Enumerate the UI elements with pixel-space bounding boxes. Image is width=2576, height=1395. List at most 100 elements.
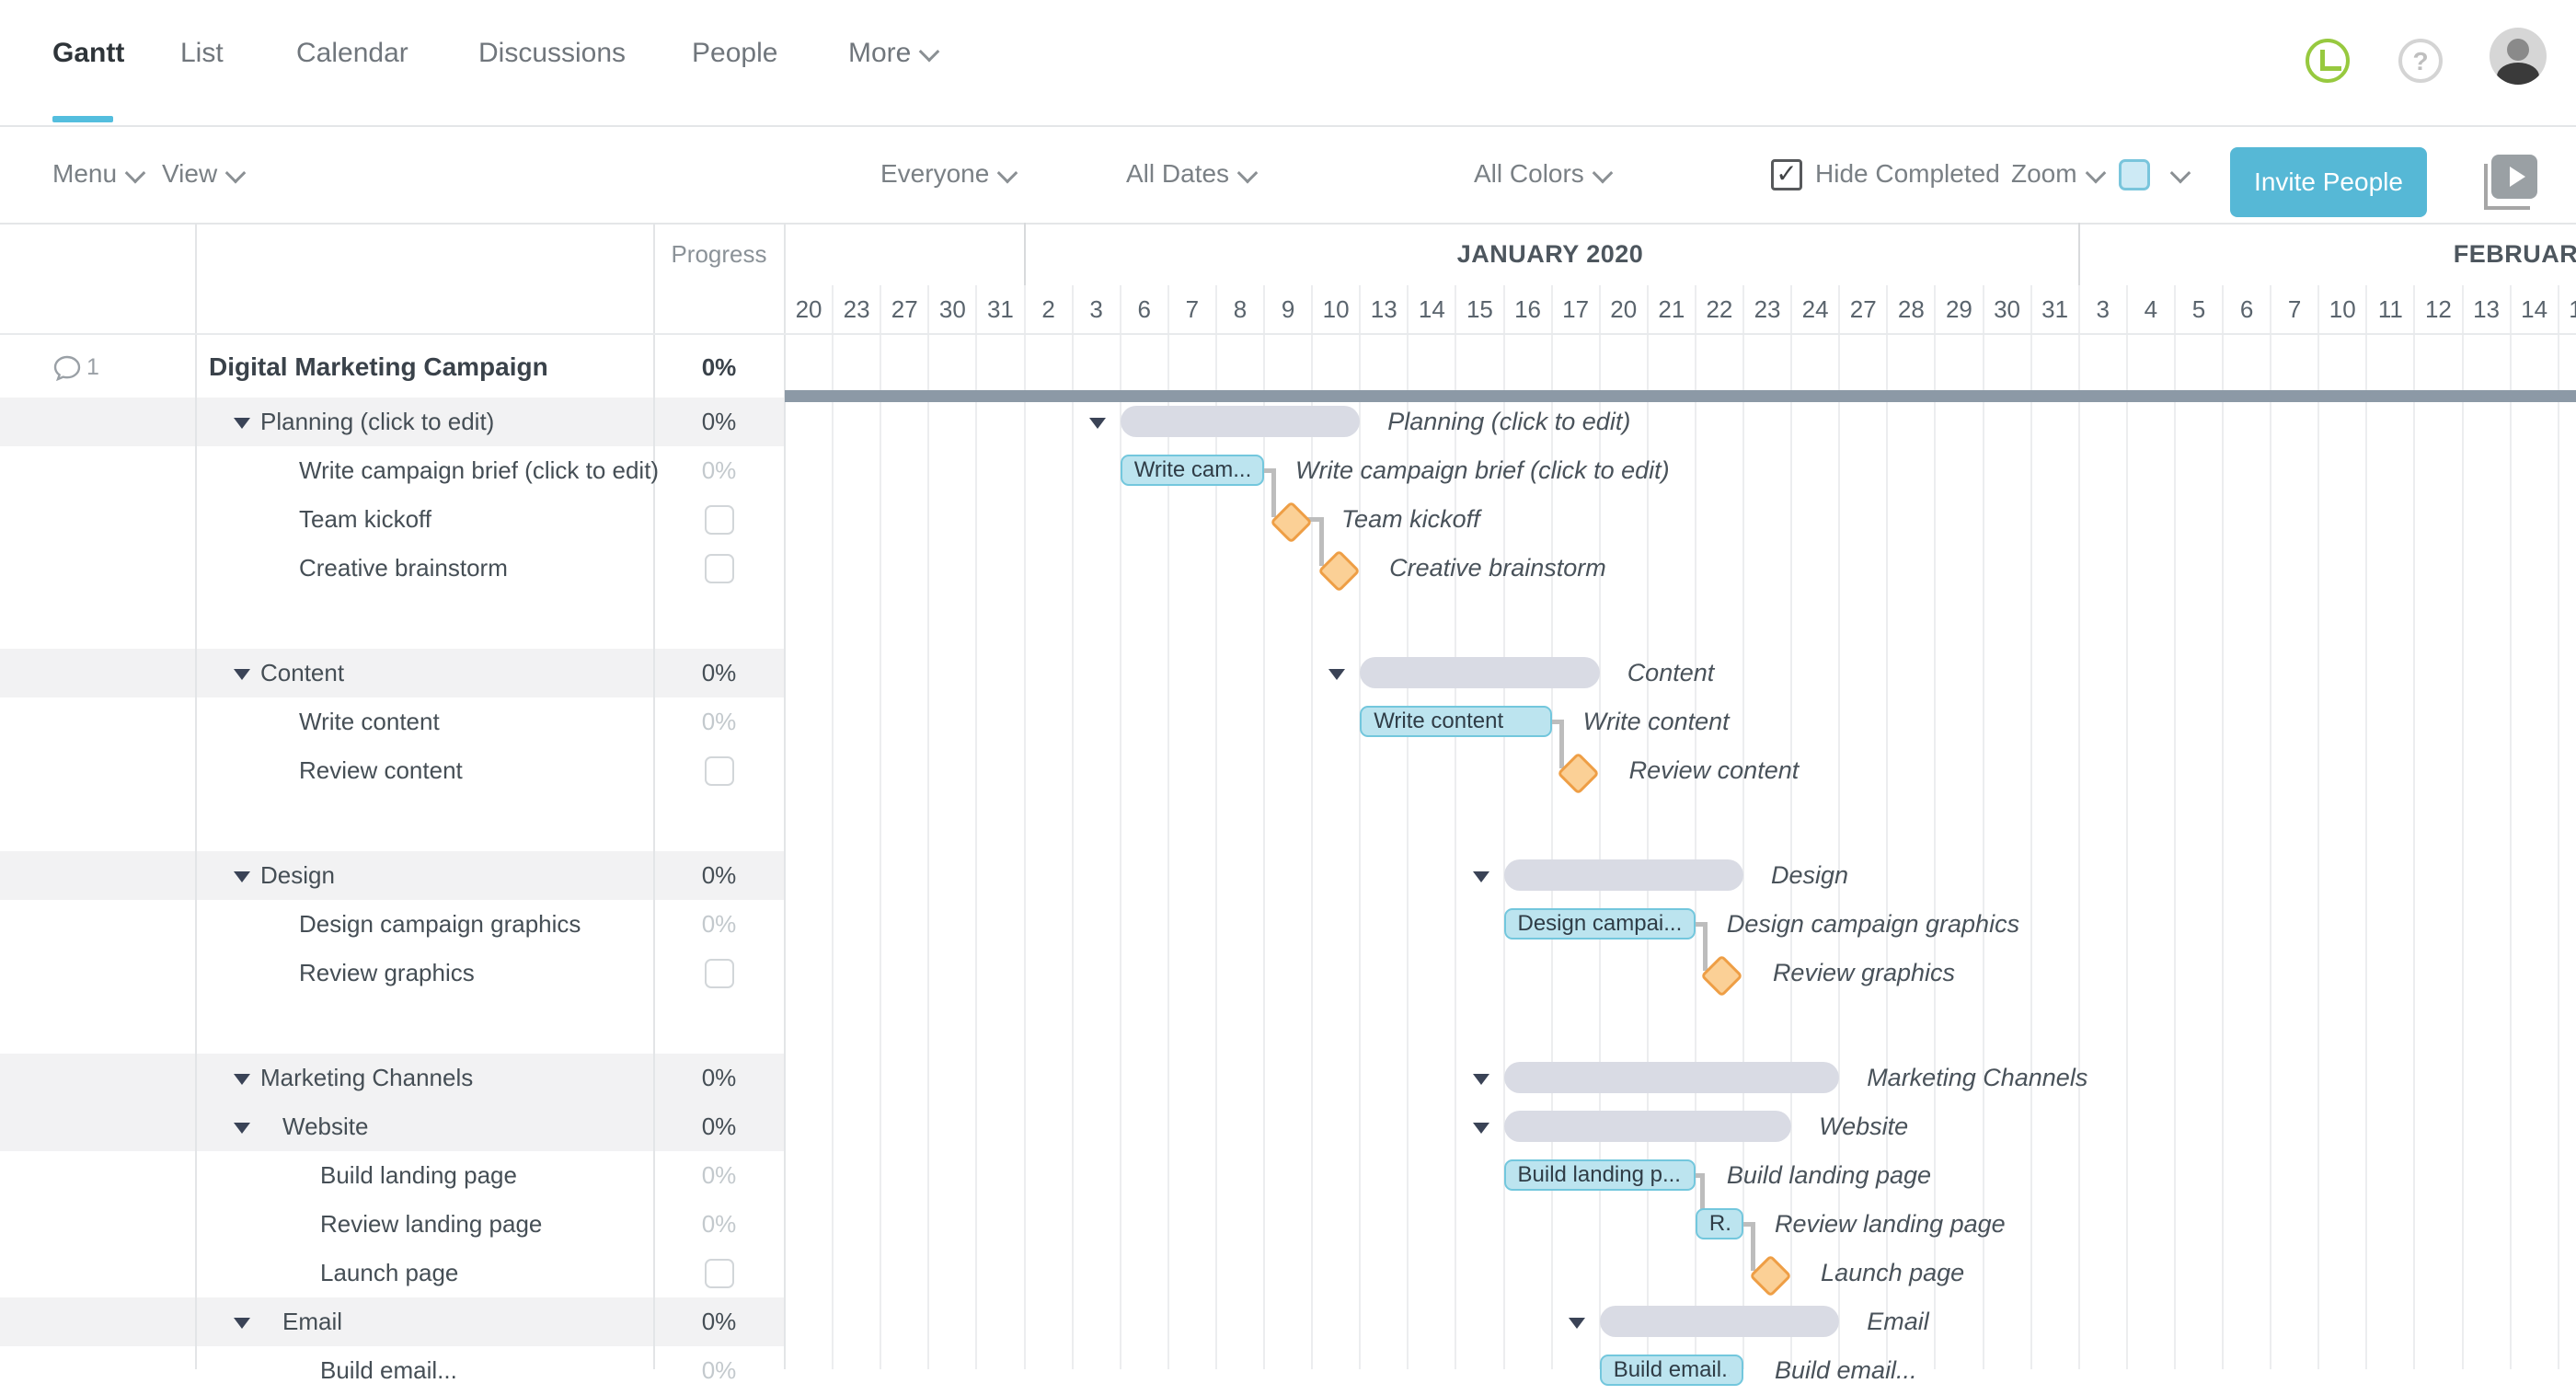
tab-people[interactable]: People (692, 38, 778, 68)
task-name-team-kickoff[interactable]: Team kickoff (299, 505, 432, 533)
timeline-collapse-triangle[interactable] (1088, 417, 1106, 429)
collapse-triangle[interactable] (234, 417, 250, 429)
day-header: 17 (1562, 295, 1590, 323)
help-icon[interactable]: ? (2398, 39, 2443, 83)
timeline-task-label: Planning (click to edit) (1387, 408, 1631, 435)
dependency-connector (1319, 517, 1325, 566)
timeline-task-label: Review landing page (1775, 1210, 2006, 1238)
timeline-task-label: Write campaign brief (click to edit) (1295, 456, 1670, 484)
invite-people-button[interactable]: Invite People (2230, 147, 2427, 217)
group-summary-bar-design[interactable] (1503, 859, 1743, 891)
day-header: 20 (1610, 295, 1638, 323)
day-header: 20 (795, 295, 822, 323)
zoom-dropdown[interactable]: Zoom (2011, 134, 2106, 213)
collapse-triangle[interactable] (234, 1073, 250, 1085)
task-name-write-brief[interactable]: Write campaign brief (click to edit) (299, 456, 660, 484)
timeline-collapse-triangle[interactable] (1472, 1122, 1489, 1134)
task-bar-write-content[interactable]: Write content (1360, 706, 1552, 737)
group-summary-bar-planning[interactable] (1120, 406, 1361, 437)
day-header: 13 (1370, 295, 1397, 323)
menu-dropdown[interactable]: Menu (52, 134, 146, 213)
hide-completed-label[interactable]: Hide Completed (1815, 159, 2000, 188)
progress-value: 0% (701, 1356, 737, 1384)
all-dates-filter[interactable]: All Dates (1126, 134, 1259, 213)
collapse-triangle[interactable] (234, 870, 250, 882)
task-name-email[interactable]: Email (282, 1308, 343, 1335)
group-summary-bar-marketing-channels[interactable] (1503, 1062, 1840, 1093)
task-name-design[interactable]: Design (260, 861, 335, 889)
everyone-filter[interactable]: Everyone (880, 134, 1018, 213)
grid-line (975, 285, 978, 1369)
comment-count[interactable]: 1 (53, 350, 99, 385)
task-name-review-graphics[interactable]: Review graphics (299, 959, 475, 986)
task-bar-design-graphics[interactable]: Design campai... (1503, 908, 1696, 940)
day-header: 8 (1233, 295, 1248, 323)
hide-completed-checkbox[interactable]: ✓ (1771, 159, 1802, 190)
collapse-triangle[interactable] (234, 668, 250, 680)
swatch-chevron[interactable] (2162, 134, 2191, 213)
dependency-connector (1271, 468, 1277, 517)
timeline-collapse-triangle[interactable] (1472, 870, 1489, 882)
task-name-planning[interactable]: Planning (click to edit) (260, 408, 495, 435)
timeline-collapse-triangle[interactable] (1472, 1073, 1489, 1085)
task-checkbox[interactable] (705, 755, 734, 786)
task-name-launch-page[interactable]: Launch page (320, 1259, 459, 1286)
tab-discussions[interactable]: Discussions (478, 38, 627, 68)
task-checkbox[interactable] (705, 958, 734, 988)
project-summary-bar[interactable] (785, 390, 2576, 402)
tab-gantt[interactable]: Gantt (52, 38, 125, 68)
task-checkbox[interactable] (705, 504, 734, 535)
task-bar-build-landing[interactable]: Build landing p... (1503, 1159, 1696, 1191)
video-tour-icon[interactable] (2484, 155, 2539, 210)
grid-line (1886, 285, 1889, 1369)
all-colors-filter[interactable]: All Colors (1474, 134, 1614, 213)
time-tracking-icon[interactable] (2306, 39, 2350, 83)
group-summary-bar-email[interactable] (1599, 1306, 1840, 1337)
task-name-dmc[interactable]: Digital Marketing Campaign (209, 352, 548, 381)
grid-line (1214, 285, 1217, 1369)
chevron-down-icon (1236, 162, 1259, 184)
tab-more[interactable]: More (848, 0, 940, 107)
dependency-connector (1743, 1222, 1756, 1227)
group-summary-bar-content[interactable] (1360, 657, 1600, 688)
day-header: 2 (1041, 295, 1055, 323)
progress-column-header: Progress (671, 240, 767, 268)
task-name-marketing-channels[interactable]: Marketing Channels (260, 1064, 474, 1091)
progress-value: 0% (701, 659, 737, 686)
timeline-collapse-triangle[interactable] (1568, 1317, 1585, 1329)
comment-bubble-icon (53, 356, 81, 382)
task-checkbox[interactable] (705, 1258, 734, 1288)
day-header: 6 (1137, 295, 1151, 323)
collapse-triangle[interactable] (234, 1122, 250, 1134)
task-bar-build-email[interactable]: Build email... (1599, 1355, 1743, 1386)
grid-line (2222, 285, 2224, 1369)
task-bar-review-landing[interactable]: R.. (1695, 1208, 1743, 1239)
day-header: 9 (1281, 295, 1295, 323)
task-name-review-landing[interactable]: Review landing page (320, 1210, 543, 1238)
tab-calendar[interactable]: Calendar (296, 38, 408, 68)
chevron-down-icon (224, 162, 247, 184)
avatar[interactable] (2490, 28, 2547, 85)
view-dropdown[interactable]: View (162, 134, 247, 213)
task-name-build-email[interactable]: Build email... (320, 1356, 457, 1384)
task-bar-label: Build email... (1613, 1357, 1730, 1382)
task-name-creative-brainstorm[interactable]: Creative brainstorm (299, 554, 508, 582)
task-name-build-landing[interactable]: Build landing page (320, 1161, 517, 1189)
task-bar-write-brief[interactable]: Write cam... (1120, 455, 1264, 486)
collapse-triangle[interactable] (234, 1317, 250, 1329)
group-summary-bar-website[interactable] (1503, 1111, 1792, 1142)
day-header: 30 (938, 295, 966, 323)
task-name-website[interactable]: Website (282, 1113, 369, 1140)
timeline-collapse-triangle[interactable] (1328, 668, 1346, 680)
play-icon (2510, 167, 2525, 187)
task-name-content[interactable]: Content (260, 659, 345, 686)
task-name-review-content[interactable]: Review content (299, 756, 463, 784)
dependency-connector (1264, 468, 1277, 473)
task-name-design-graphics[interactable]: Design campaign graphics (299, 910, 581, 938)
progress-value: 0% (701, 408, 737, 435)
tab-list[interactable]: List (180, 38, 224, 68)
progress-value: 0% (701, 1308, 737, 1335)
task-name-write-content[interactable]: Write content (299, 708, 440, 735)
task-checkbox[interactable] (705, 553, 734, 583)
color-swatch-dropdown[interactable] (2119, 159, 2150, 190)
